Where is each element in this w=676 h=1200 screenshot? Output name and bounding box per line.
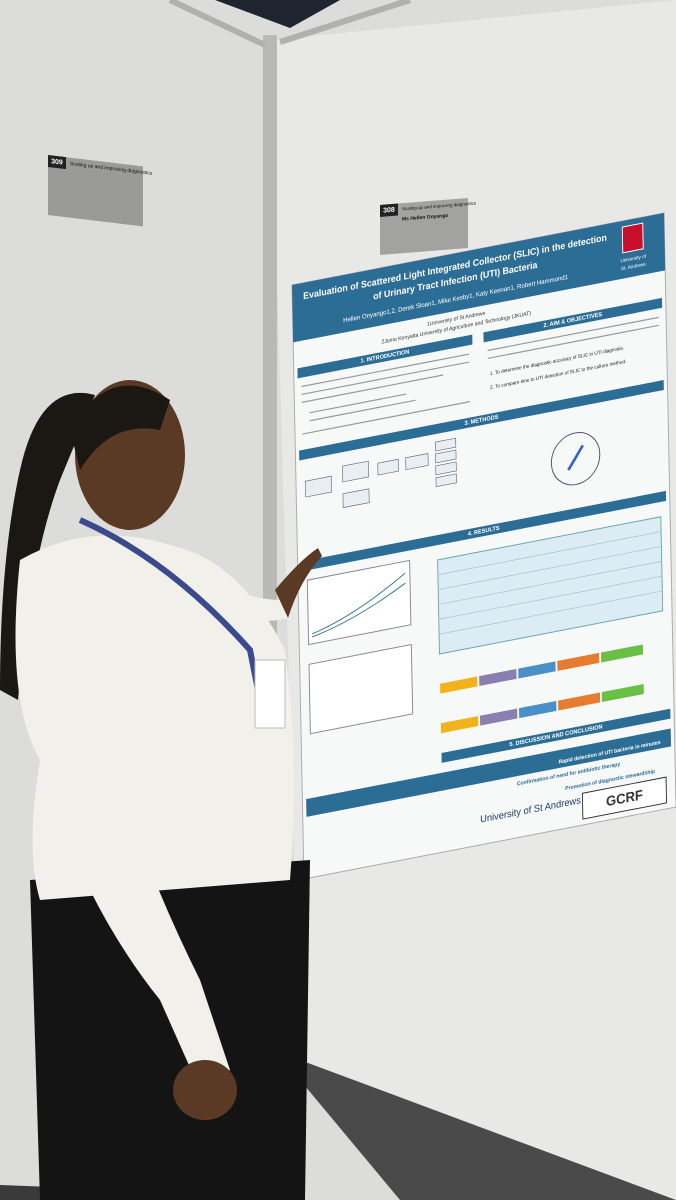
accuracy-table (437, 516, 664, 655)
section-bar (483, 297, 663, 343)
conclusion-band (306, 728, 672, 817)
growth-curve (312, 572, 406, 638)
body-text (301, 316, 659, 435)
slic-diagram (550, 432, 601, 486)
roc-curve (308, 643, 414, 735)
section-bar (441, 708, 671, 763)
tat-chart (440, 644, 644, 734)
sign-track: Scaling up and improving diagnostics (402, 200, 477, 211)
badge (254, 659, 286, 729)
sign-number-box (48, 155, 66, 170)
slic-diagram (567, 444, 584, 471)
ceiling (215, 0, 340, 28)
poster: Evaluation of Scattered Light Integrated… (291, 212, 676, 880)
person (0, 380, 322, 1200)
hand (173, 1060, 237, 1120)
sign-number: 308 (383, 207, 395, 215)
section-bar (299, 380, 664, 461)
footer-logo: GCRF (606, 787, 643, 809)
logo-text: University of (620, 253, 646, 264)
gcrf-box (581, 776, 668, 820)
sign-number: 309 (51, 158, 63, 166)
sign: 309 Scaling up and improving diagnostics (48, 155, 153, 227)
sign-name: Ms Hellen Onyango (402, 213, 448, 223)
crest (621, 222, 644, 254)
accuracy-table (437, 531, 663, 635)
frame (168, 0, 267, 48)
title-band (292, 212, 666, 343)
sign: 308 Scaling up and improving diagnostics… (380, 197, 477, 255)
section-bar (297, 334, 473, 379)
floor (300, 1060, 676, 1200)
lanyard (78, 517, 261, 691)
arm (40, 760, 230, 1090)
section-bar (301, 490, 667, 572)
sign-board (48, 155, 143, 227)
frame (279, 0, 411, 45)
trousers (30, 860, 310, 1200)
hair (70, 385, 170, 470)
hand (275, 548, 322, 618)
logo-text: St. Andrews (621, 261, 646, 272)
sign-number-box (380, 203, 398, 217)
sign-board (380, 197, 468, 255)
flow-diagram (305, 437, 457, 509)
